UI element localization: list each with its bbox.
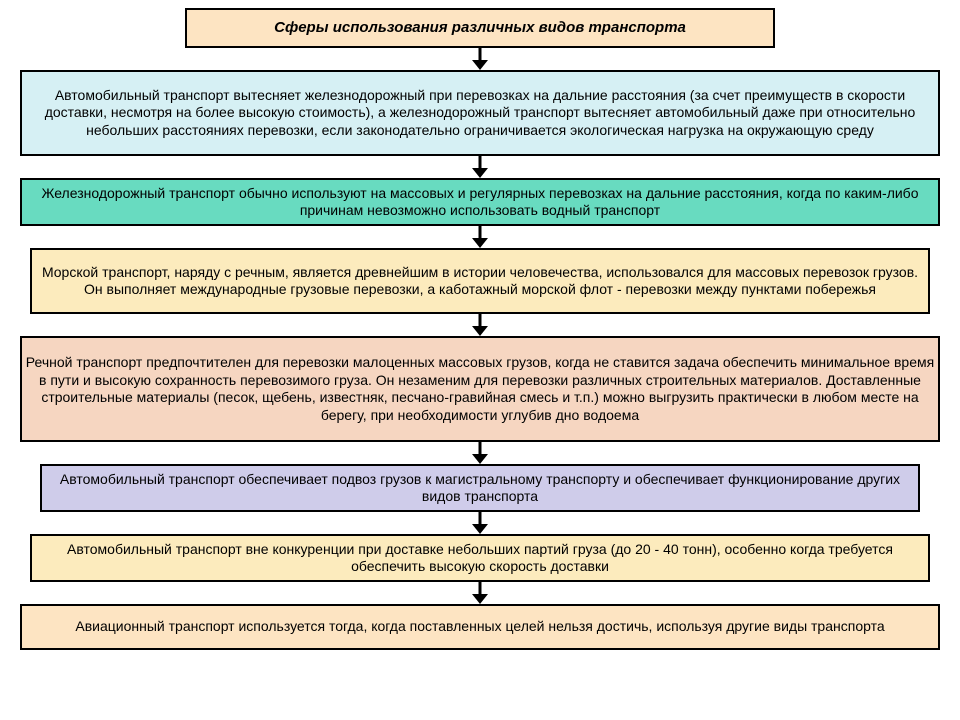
- flowchart-node-auto-vs-rail: Автомобильный транспорт вытесняет железн…: [20, 70, 940, 156]
- flowchart-node-sea: Морской транспорт, наряду с речным, явля…: [30, 248, 930, 314]
- node-auto-small-text: Автомобильный транспорт вне конкуренции …: [32, 541, 928, 576]
- flowchart-arrow: [467, 582, 493, 604]
- flowchart-node-aviation: Авиационный транспорт используется тогда…: [20, 604, 940, 650]
- node-title-text: Сферы использования различных видов тран…: [272, 19, 688, 38]
- flowchart-arrow: [467, 442, 493, 464]
- flowchart-arrow: [467, 226, 493, 248]
- flowchart-node-river: Речной транспорт предпочтителен для пере…: [20, 336, 940, 442]
- flowchart-node-auto-feeder: Автомобильный транспорт обеспечивает под…: [40, 464, 920, 512]
- flowchart-arrow: [467, 512, 493, 534]
- node-sea-text: Морской транспорт, наряду с речным, явля…: [32, 264, 928, 299]
- flowchart-arrow: [467, 314, 493, 336]
- node-river-text: Речной транспорт предпочтителен для пере…: [22, 354, 938, 424]
- flowchart-arrow: [467, 48, 493, 70]
- node-aviation-text: Авиационный транспорт используется тогда…: [73, 618, 886, 636]
- node-auto-feeder-text: Автомобильный транспорт обеспечивает под…: [42, 471, 918, 506]
- flowchart-node-auto-small: Автомобильный транспорт вне конкуренции …: [30, 534, 930, 582]
- node-auto-vs-rail-text: Автомобильный транспорт вытесняет железн…: [22, 87, 938, 140]
- node-rail-text: Железнодорожный транспорт обычно использ…: [22, 185, 938, 220]
- flowchart-arrow: [467, 156, 493, 178]
- flowchart-container: Сферы использования различных видов тран…: [0, 0, 960, 720]
- flowchart-node-title: Сферы использования различных видов тран…: [185, 8, 775, 48]
- flowchart-node-rail: Железнодорожный транспорт обычно использ…: [20, 178, 940, 226]
